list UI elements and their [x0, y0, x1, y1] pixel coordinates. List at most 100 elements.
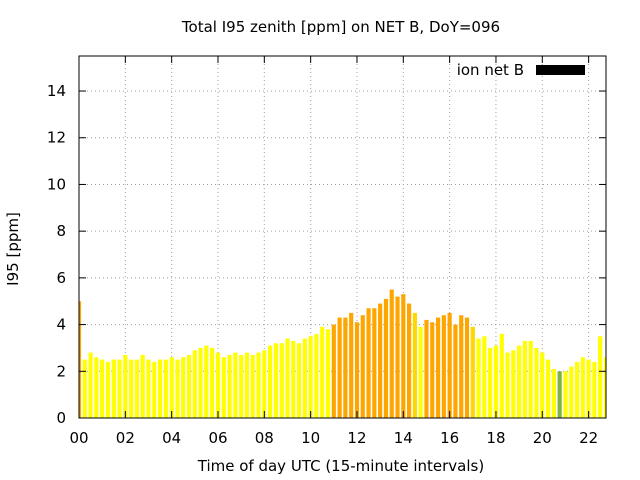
- bar: [418, 326, 423, 418]
- bar: [285, 338, 290, 418]
- y-tick-label: 14: [47, 82, 66, 100]
- bar: [268, 345, 273, 418]
- bar: [407, 303, 412, 418]
- bar: [262, 350, 267, 418]
- bar: [227, 354, 232, 418]
- x-tick-label: 18: [486, 429, 505, 447]
- plot-frame: [78, 55, 607, 419]
- bar: [308, 336, 313, 418]
- bar: [117, 359, 122, 418]
- bar: [540, 352, 545, 418]
- bar: [511, 350, 516, 418]
- bar: [256, 352, 261, 418]
- bar: [354, 322, 360, 418]
- bar: [134, 359, 139, 418]
- bar: [534, 347, 539, 418]
- bar: [459, 315, 464, 418]
- bar: [441, 315, 446, 418]
- bar: [464, 317, 470, 418]
- bar: [401, 294, 406, 418]
- bar: [192, 350, 197, 418]
- bar: [563, 371, 568, 418]
- bar: [337, 317, 342, 418]
- bar: [349, 312, 354, 418]
- bar: [528, 340, 533, 418]
- bar: [111, 359, 116, 418]
- bar: [569, 366, 574, 418]
- bar: [291, 340, 296, 418]
- bar: [296, 343, 302, 418]
- x-tick-label: 00: [69, 429, 88, 447]
- bar: [279, 343, 284, 418]
- bar: [198, 347, 203, 418]
- bar: [221, 357, 226, 418]
- bar: [302, 338, 307, 418]
- grid-lines: [78, 56, 606, 419]
- legend-label: ion net B: [457, 61, 524, 79]
- bar: [580, 357, 585, 418]
- bar: [586, 359, 591, 418]
- bar: [320, 326, 325, 418]
- bar: [152, 361, 157, 418]
- bar: [435, 317, 441, 418]
- x-tick-label: 10: [301, 429, 320, 447]
- bar: [181, 357, 186, 418]
- bar: [372, 308, 377, 418]
- bar: [424, 319, 429, 418]
- x-tick-label: 16: [440, 429, 459, 447]
- x-tick-label: 08: [255, 429, 274, 447]
- bar: [360, 315, 365, 418]
- x-tick-label: 02: [116, 429, 135, 447]
- bar: [146, 359, 151, 418]
- x-tick-label: 14: [394, 429, 413, 447]
- bar: [493, 345, 499, 418]
- bar: [250, 354, 255, 418]
- bar: [204, 345, 209, 418]
- bar: [557, 371, 562, 418]
- bar: [517, 345, 522, 418]
- bar: [551, 368, 556, 418]
- bar: [186, 354, 192, 418]
- chart-title: Total I95 zenith [ppm] on NET B, DoY=096: [181, 18, 500, 36]
- bar: [123, 354, 128, 418]
- bar: [395, 296, 400, 418]
- bar: [129, 359, 134, 418]
- bar: [233, 352, 238, 418]
- bar: [476, 338, 481, 418]
- bar: [522, 340, 528, 418]
- bar: [175, 359, 180, 418]
- bar: [383, 298, 389, 418]
- y-tick-label: 8: [56, 222, 66, 240]
- bar: [470, 326, 475, 418]
- bar: [343, 317, 348, 418]
- bar: [499, 333, 504, 418]
- bar: [239, 354, 244, 418]
- y-tick-label: 0: [56, 409, 66, 427]
- bar: [215, 352, 221, 418]
- legend: ion net B: [457, 61, 585, 79]
- bar: [100, 359, 105, 418]
- y-tick-label: 4: [56, 316, 66, 334]
- plot-border: [78, 55, 607, 419]
- bar: [88, 352, 93, 418]
- y-tick-label: 10: [47, 175, 66, 193]
- x-axis-label: Time of day UTC (15-minute intervals): [197, 457, 484, 475]
- y-tick-label: 6: [56, 269, 66, 287]
- bar: [505, 352, 510, 418]
- bar: [603, 357, 606, 418]
- bar: [79, 301, 82, 418]
- bar: [169, 357, 174, 418]
- bar: [94, 357, 99, 418]
- bar: [273, 343, 278, 418]
- y-tick-label: 12: [47, 129, 66, 147]
- bar: [546, 359, 551, 418]
- bar: [163, 359, 168, 418]
- y-tick-label: 2: [56, 362, 66, 380]
- bar: [82, 359, 87, 418]
- bar: [244, 352, 250, 418]
- bars: [79, 289, 606, 418]
- bar: [482, 336, 487, 418]
- bar: [592, 361, 597, 418]
